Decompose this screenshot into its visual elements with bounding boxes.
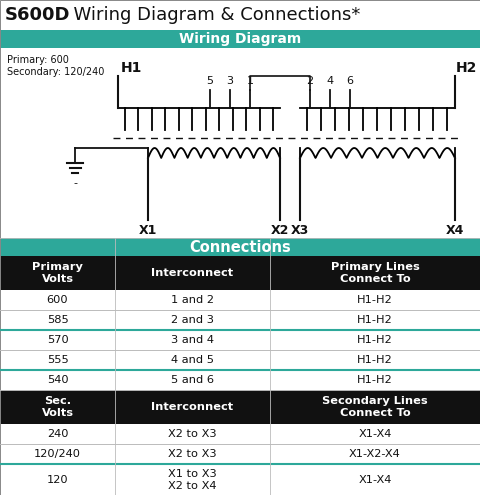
Text: 540: 540 <box>47 375 68 385</box>
Text: 4 and 5: 4 and 5 <box>171 355 214 365</box>
Text: 120/240: 120/240 <box>34 449 81 459</box>
Bar <box>0 310 480 330</box>
Text: Sec.
Volts: Sec. Volts <box>41 396 73 418</box>
Text: 1: 1 <box>247 76 253 86</box>
Text: 585: 585 <box>47 315 68 325</box>
Text: Interconnect: Interconnect <box>151 402 234 412</box>
Bar <box>0 0 480 30</box>
Text: X1: X1 <box>139 224 157 237</box>
Text: 5 and 6: 5 and 6 <box>171 375 214 385</box>
Text: X2 to X3: X2 to X3 <box>168 429 217 439</box>
Bar <box>0 370 480 390</box>
Bar <box>0 290 480 310</box>
Text: Secondary Lines
Connect To: Secondary Lines Connect To <box>322 396 428 418</box>
Text: H2: H2 <box>456 61 478 75</box>
Bar <box>0 444 480 464</box>
Text: 4: 4 <box>326 76 334 86</box>
Bar <box>0 256 480 290</box>
Text: Secondary: 120/240: Secondary: 120/240 <box>7 67 104 77</box>
Text: X4: X4 <box>446 224 464 237</box>
Text: 3 and 4: 3 and 4 <box>171 335 214 345</box>
Text: 570: 570 <box>47 335 68 345</box>
Text: 2: 2 <box>306 76 313 86</box>
Text: H1-H2: H1-H2 <box>357 375 393 385</box>
Bar <box>0 464 480 495</box>
Text: X1 to X3
X2 to X4: X1 to X3 X2 to X4 <box>168 469 217 491</box>
Text: -: - <box>73 178 77 188</box>
Text: X2 to X3: X2 to X3 <box>168 449 217 459</box>
Bar <box>0 424 480 444</box>
Bar <box>0 30 480 48</box>
Text: Primary: 600: Primary: 600 <box>7 55 69 65</box>
Text: H1-H2: H1-H2 <box>357 295 393 305</box>
Text: H1: H1 <box>121 61 143 75</box>
Bar <box>0 48 480 238</box>
Text: Primary Lines
Connect To: Primary Lines Connect To <box>331 262 420 284</box>
Bar <box>0 390 480 424</box>
Bar <box>0 350 480 370</box>
Bar <box>0 238 480 256</box>
Text: 3: 3 <box>227 76 233 86</box>
Text: X1-X4: X1-X4 <box>358 475 392 485</box>
Text: 555: 555 <box>47 355 68 365</box>
Text: Primary
Volts: Primary Volts <box>32 262 83 284</box>
Text: 1 and 2: 1 and 2 <box>171 295 214 305</box>
Text: Wiring Diagram: Wiring Diagram <box>179 32 301 46</box>
Text: Interconnect: Interconnect <box>151 268 234 278</box>
Text: X2: X2 <box>271 224 289 237</box>
Text: 600: 600 <box>47 295 68 305</box>
Text: S600D: S600D <box>5 6 71 24</box>
Text: 6: 6 <box>347 76 353 86</box>
Text: X1-X2-X4: X1-X2-X4 <box>349 449 401 459</box>
Text: Wiring Diagram & Connections*: Wiring Diagram & Connections* <box>62 6 360 24</box>
Bar <box>0 330 480 350</box>
Text: H1-H2: H1-H2 <box>357 315 393 325</box>
Text: 120: 120 <box>47 475 68 485</box>
Text: X1-X4: X1-X4 <box>358 429 392 439</box>
Text: Connections: Connections <box>189 240 291 254</box>
Text: 240: 240 <box>47 429 68 439</box>
Text: 2 and 3: 2 and 3 <box>171 315 214 325</box>
Text: X3: X3 <box>291 224 309 237</box>
Text: H1-H2: H1-H2 <box>357 335 393 345</box>
Text: H1-H2: H1-H2 <box>357 355 393 365</box>
Text: 5: 5 <box>206 76 214 86</box>
